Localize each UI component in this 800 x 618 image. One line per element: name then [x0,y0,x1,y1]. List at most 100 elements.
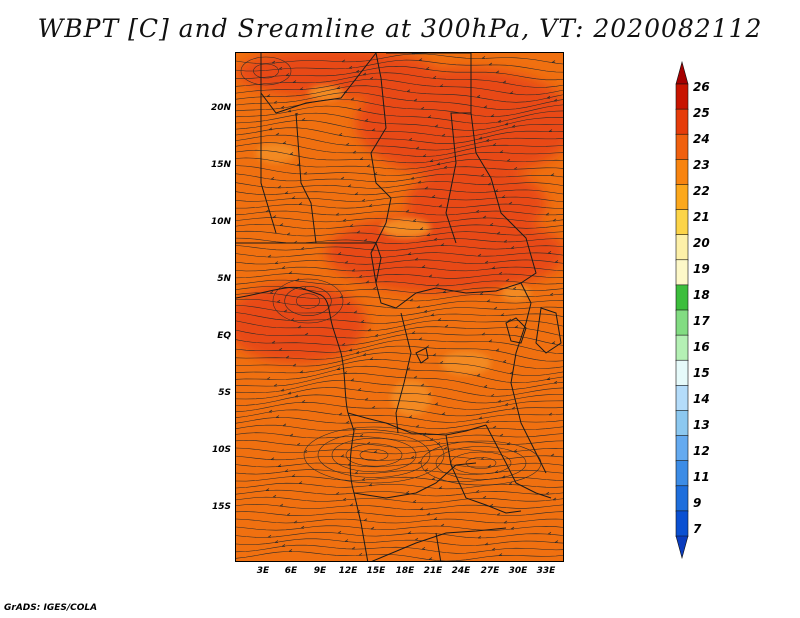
colorbar-label: 25 [693,106,710,120]
streamline-arrow [438,204,443,208]
streamline-arrow [299,370,304,374]
streamline [236,292,563,302]
streamline-arrow [278,348,283,351]
streamline [236,402,563,417]
streamline-arrow [337,530,342,534]
streamline [236,538,563,546]
streamline-arrow [419,227,424,230]
streamline-arrow [428,557,433,560]
streamline-arrow [367,328,372,332]
colorbar-segment [675,359,689,387]
circulation-eddy [284,286,332,316]
streamline-arrow [504,403,509,406]
streamline-arrow [275,132,280,136]
streamline-arrow [495,70,500,74]
streamline-arrow [412,500,417,503]
streamline-arrow [492,143,497,146]
lon-tick-label: 18E [395,566,415,576]
colorbar-segment [675,259,689,286]
streamline-arrow [510,526,515,530]
streamline [236,165,563,176]
streamline-arrow [411,331,416,334]
streamline [236,105,563,124]
streamline-arrow [349,503,354,507]
streamline-arrow [353,310,358,314]
streamline-arrow [489,503,494,507]
streamline-arrow [413,98,418,102]
streamline-arrow [271,340,276,344]
streamline-arrow [496,231,501,235]
lon-tick-label: 6E [284,566,298,576]
streamline-arrow [293,520,298,524]
streamline-arrow [303,171,308,175]
colorbar-segment [675,334,689,362]
streamline [236,127,563,144]
streamline-arrow [298,202,303,205]
lon-tick-label: 9E [313,566,327,576]
streamline-arrow [352,150,357,154]
streamline-arrow [483,105,488,109]
colorbar-segment [675,234,689,261]
streamline-arrow [492,425,497,429]
streamline-arrow [362,353,367,356]
streamline-arrow [289,152,294,155]
circulation-eddy [435,446,527,480]
streamline [236,142,563,157]
streamline-arrow [410,455,415,459]
circulation-eddy [240,56,292,86]
streamline-arrow [368,204,373,207]
streamline-arrow [288,271,293,274]
streamline-arrow [268,409,273,413]
streamline-arrow [348,348,353,352]
streamline [236,195,563,202]
streamline-arrow [424,186,429,190]
streamline-arrow [344,539,349,542]
streamline-arrow [275,415,280,418]
streamline-arrow [552,497,557,501]
lon-tick-label: 3E [256,566,270,576]
streamline-arrow [296,442,301,446]
streamline-arrow [498,271,503,275]
streamline-arrow [359,157,364,160]
streamline [236,504,563,510]
streamline-arrow [490,394,495,397]
colorbar-segment [675,159,689,186]
streamline-arrow [277,185,282,189]
lat-tick-label: 20N [210,103,231,113]
streamline [236,173,563,183]
streamline-arrow [495,348,500,352]
streamline-arrow [417,180,422,184]
streamline [236,440,563,448]
streamline-arrow [414,257,419,261]
streamline-arrow [504,122,509,126]
streamline-arrow [286,232,291,236]
streamline-arrow [476,373,481,377]
streamline-arrow [439,361,444,364]
lat-tick-label: EQ [217,331,231,341]
streamline-arrow [552,218,557,222]
streamline-arrow [368,483,373,487]
streamline-arrow [487,464,492,468]
streamline-arrow [482,495,487,499]
streamline [236,305,563,317]
streamline-arrow [434,124,439,128]
streamline-arrow [360,320,365,323]
streamline [236,224,563,230]
streamline-arrow [432,76,437,79]
lon-tick-label: 27E [480,566,500,576]
streamline-arrow [415,146,420,150]
streamline-arrow [546,95,551,99]
streamline-arrow [421,265,426,268]
streamline-arrow [340,176,345,180]
streamline-arrow [283,309,288,313]
streamline-arrow [273,383,278,387]
circulation-eddy [253,63,279,79]
streamline-arrow [488,339,493,343]
streamline-arrow [301,400,306,403]
colorbar-segment [675,435,689,462]
streamline-arrow [440,523,445,527]
streamline-arrow [548,129,553,132]
colorbar-segment [675,535,689,560]
streamline-arrow [514,325,519,328]
temperature-field-hot-zones [256,85,531,416]
